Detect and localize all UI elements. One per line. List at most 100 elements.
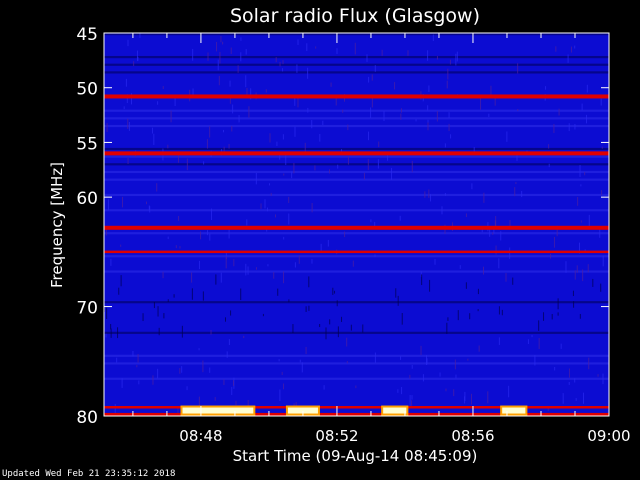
texture-streak (270, 192, 272, 196)
texture-streak (210, 208, 212, 220)
texture-band (104, 163, 609, 166)
texture-streak (422, 374, 424, 382)
texture-streak (206, 139, 208, 149)
texture-streak (407, 50, 409, 56)
texture-streak (395, 288, 397, 298)
texture-streak (420, 271, 422, 278)
texture-streak (130, 93, 132, 105)
texture-streak (436, 111, 438, 122)
texture-streak (394, 82, 396, 90)
texture-streak (120, 244, 122, 247)
texture-streak (288, 299, 290, 303)
texture-streak (269, 133, 271, 143)
texture-streak (292, 324, 294, 333)
texture-streak (137, 353, 139, 363)
texture-streak (378, 141, 380, 148)
texture-streak (602, 255, 604, 267)
texture-streak (224, 317, 226, 322)
texture-streak (123, 106, 125, 110)
texture-streak (175, 245, 177, 249)
texture-streak (314, 165, 316, 171)
texture-streak (191, 272, 193, 283)
texture-streak (430, 194, 432, 202)
texture-streak (223, 379, 225, 386)
texture-streak (246, 87, 248, 98)
texture-streak (581, 103, 583, 111)
texture-streak (218, 75, 220, 86)
texture-streak (152, 375, 154, 385)
texture-streak (283, 383, 285, 390)
texture-band (104, 109, 609, 112)
texture-band (104, 354, 609, 357)
texture-band (104, 178, 609, 181)
texture-streak (509, 247, 511, 259)
texture-streak (262, 313, 264, 317)
texture-streak (320, 243, 322, 253)
texture-streak (156, 183, 158, 192)
y-tick-label: 55 (76, 134, 98, 154)
texture-streak (600, 283, 602, 292)
texture-streak (427, 122, 429, 131)
texture-streak (582, 269, 584, 282)
texture-streak (577, 197, 579, 206)
texture-streak (553, 124, 555, 133)
texture-streak (250, 88, 252, 100)
texture-streak (120, 275, 122, 287)
texture-streak (562, 393, 564, 404)
texture-streak (436, 55, 438, 60)
texture-streak (228, 339, 230, 346)
texture-streak (371, 96, 373, 108)
texture-streak (167, 144, 169, 149)
texture-streak (531, 335, 533, 338)
texture-streak (240, 52, 242, 62)
texture-streak (332, 287, 334, 295)
texture-streak (527, 339, 529, 344)
texture-streak (459, 265, 461, 269)
texture-streak (278, 359, 280, 362)
texture-streak (106, 123, 108, 133)
texture-streak (191, 288, 193, 300)
texture-streak (517, 63, 519, 74)
texture-streak (293, 162, 295, 174)
interference-line (104, 405, 609, 409)
texture-streak (116, 357, 118, 363)
texture-streak (478, 345, 480, 352)
texture-streak (110, 323, 112, 330)
texture-streak (132, 350, 134, 357)
texture-streak (424, 191, 426, 198)
texture-streak (198, 260, 200, 270)
texture-streak (222, 41, 224, 45)
texture-streak (601, 146, 603, 149)
texture-streak (240, 37, 242, 41)
texture-streak (374, 65, 376, 72)
texture-streak (553, 236, 555, 248)
texture-streak (301, 362, 303, 373)
texture-streak (179, 368, 181, 374)
texture-streak (555, 46, 557, 52)
texture-band (104, 193, 609, 197)
texture-streak (105, 227, 107, 236)
texture-streak (110, 328, 112, 338)
texture-streak (216, 41, 218, 52)
texture-streak (305, 306, 307, 312)
texture-streak (238, 115, 240, 123)
texture-streak (222, 129, 224, 133)
texture-streak (282, 60, 284, 65)
texture-streak (362, 324, 364, 333)
texture-streak (456, 51, 458, 62)
texture-streak (363, 172, 365, 180)
texture-streak (444, 143, 446, 148)
texture-streak (311, 120, 313, 129)
texture-streak (568, 382, 570, 385)
texture-streak (449, 59, 451, 65)
texture-streak (355, 385, 357, 389)
texture-streak (121, 196, 123, 208)
update-timestamp: Updated Wed Feb 21 23:35:12 2018 (2, 469, 176, 479)
texture-streak (465, 213, 467, 218)
texture-streak (506, 131, 508, 142)
texture-streak (400, 108, 402, 113)
texture-streak (368, 76, 370, 83)
texture-streak (455, 53, 457, 66)
texture-streak (153, 302, 155, 309)
texture-streak (481, 229, 483, 233)
